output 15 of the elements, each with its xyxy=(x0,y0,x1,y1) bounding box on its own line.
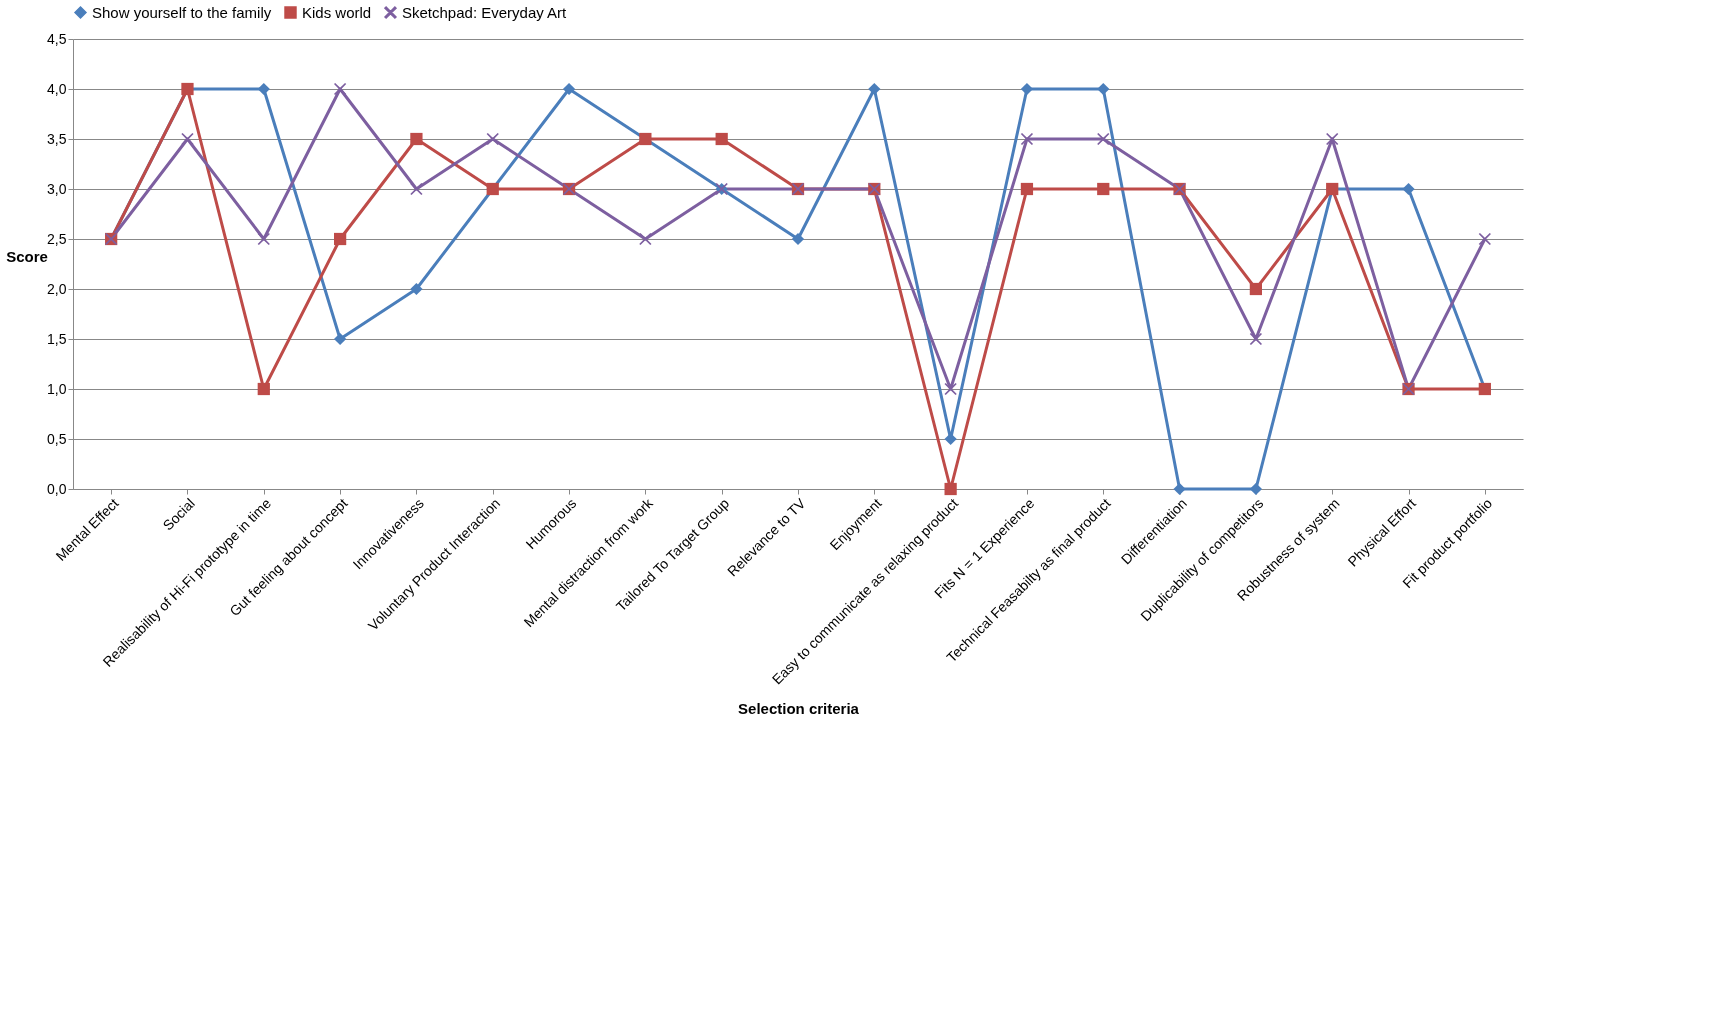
x-axis-title: Selection criteria xyxy=(738,700,860,718)
legend-label: Show yourself to the family xyxy=(92,3,272,21)
legend-label: Sketchpad: Everyday Art xyxy=(402,3,568,21)
y-tick-label: 2,5 xyxy=(47,230,67,247)
y-tick-label: 3,5 xyxy=(47,130,67,147)
legend-label: Kids world xyxy=(302,3,372,21)
y-tick-label: 2,0 xyxy=(47,280,67,297)
y-tick-label: 0,5 xyxy=(47,430,67,447)
y-tick-label: 1,0 xyxy=(47,380,67,397)
y-tick-label: 0,0 xyxy=(47,480,67,497)
y-tick-label: 4,0 xyxy=(47,80,67,97)
y-tick-label: 1,5 xyxy=(47,330,67,347)
y-tick-label: 4,5 xyxy=(47,30,67,47)
y-axis-title: Score xyxy=(6,247,48,265)
y-tick-label: 3,0 xyxy=(47,180,67,197)
